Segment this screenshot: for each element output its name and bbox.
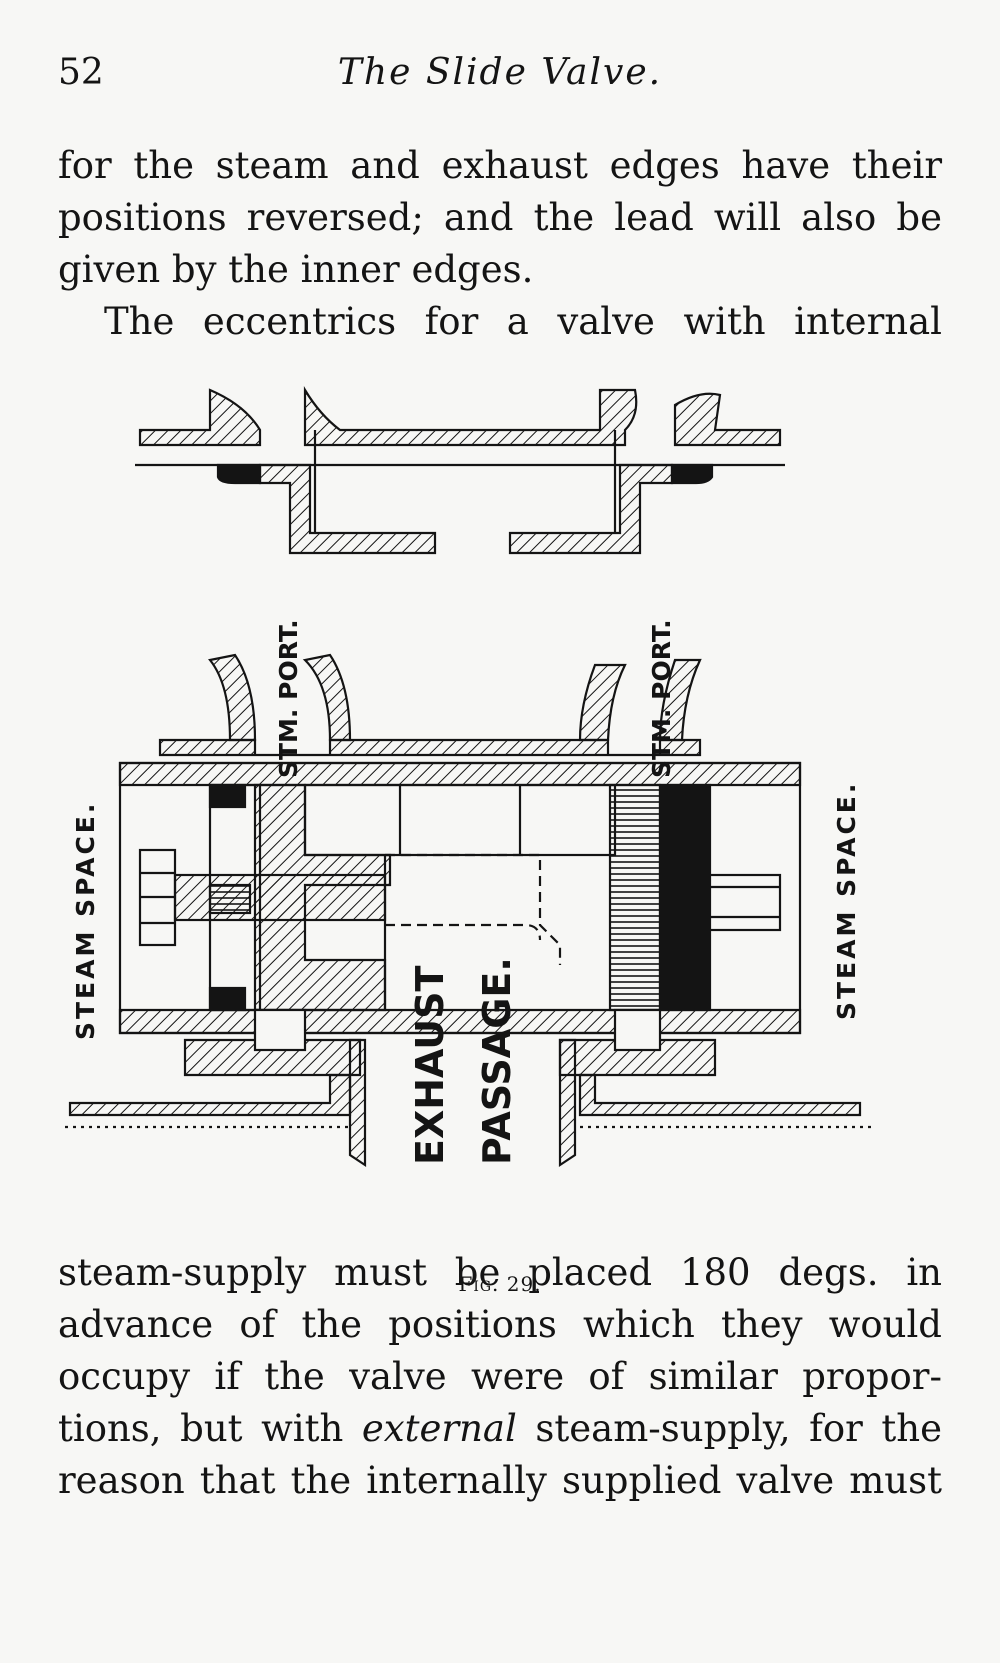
page-header: 52 The Slide Valve. [58,52,942,102]
text-fragment: tions, but with [58,1407,362,1450]
upper-valve-section [135,386,785,555]
label-stm-port-left: STM. PORT. [274,619,303,778]
figure-caption-prefix: Fig. [458,1272,500,1296]
label-steam-space-right: STEAM SPACE. [832,781,861,1020]
label-stm-port-right: STM. PORT. [647,619,676,778]
text-fragment: steam-supply, for the [516,1407,942,1450]
page-number: 52 [58,52,104,93]
text-line: for the steam and exhaust edges have the… [58,144,942,187]
paragraph-top: for the steam and exhaust edges have the… [58,140,942,348]
text-line: occupy if the valve were of similar prop… [58,1355,942,1398]
label-passage: PASSAGE. [475,957,519,1165]
figure-caption: Fig. 29. [0,1272,1000,1296]
emphasis-external: external [361,1407,517,1450]
figure-29-slide-valve-diagram: STM. PORT. STM. PORT. STEAM SPACE. STEAM… [60,385,940,1225]
label-exhaust: EXHAUST [408,965,452,1165]
paragraph-bottom: steam-supply must be placed 180 degs. in… [58,1247,942,1507]
running-title: The Slide Valve. [337,52,663,93]
text-line: given by the inner edges. [58,248,534,291]
text-line: steam-supply must be placed 180 degs. in [58,1251,942,1294]
label-steam-space-left: STEAM SPACE. [71,801,100,1040]
lower-valve-section [65,653,875,1168]
text-line: reason that the internally supplied valv… [58,1459,942,1502]
text-line: positions reversed; and the lead will al… [58,196,942,239]
text-line: tions, but with external steam-supply, f… [58,1403,942,1455]
text-line: advance of the positions which they woul… [58,1303,942,1346]
figure-caption-number: 29. [506,1272,542,1296]
text-line: The eccentrics for a valve with internal [104,300,942,343]
